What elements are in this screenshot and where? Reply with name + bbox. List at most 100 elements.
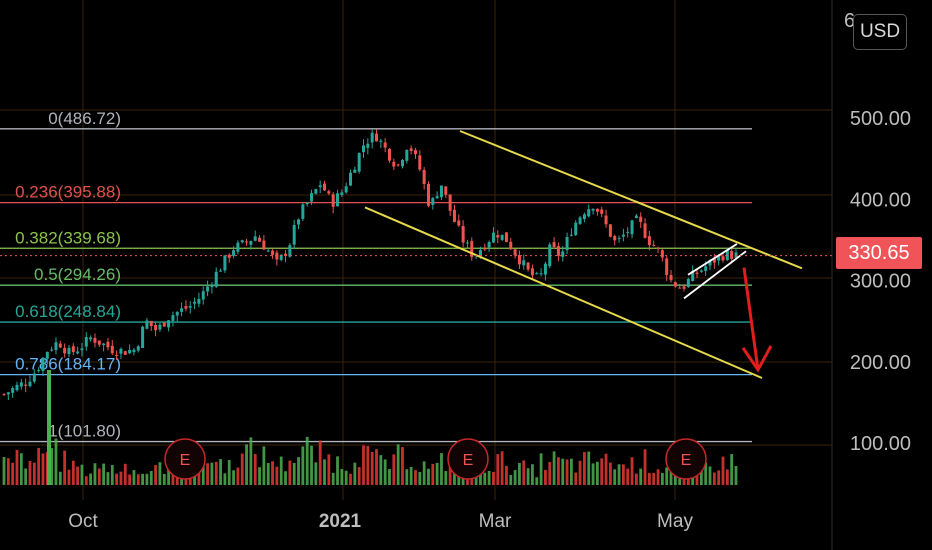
- volume-bar: [396, 444, 400, 485]
- volume-bar: [249, 437, 253, 485]
- volume-bar: [305, 436, 309, 485]
- volume-bar: [379, 455, 383, 485]
- candle: [106, 337, 110, 351]
- price-axis-top-fragment: 6: [844, 10, 856, 32]
- candle-body: [344, 186, 348, 193]
- candle: [271, 249, 275, 259]
- candle: [457, 214, 461, 227]
- volume-bar: [366, 446, 370, 485]
- candle-body: [457, 220, 461, 226]
- candle: [643, 218, 647, 239]
- candle-body: [678, 287, 682, 289]
- volume-bar: [301, 446, 305, 485]
- volume-bar: [106, 472, 110, 485]
- candle: [448, 194, 452, 216]
- candle-body: [509, 241, 513, 250]
- candle: [331, 191, 335, 214]
- candle-body: [717, 255, 721, 261]
- candle-body: [422, 169, 426, 184]
- volume-bar: [206, 463, 209, 485]
- volume-bar: [136, 474, 140, 485]
- volume-bar: [154, 465, 157, 485]
- candle-body: [123, 351, 127, 355]
- volume-bar: [496, 454, 500, 485]
- volume-bar: [331, 472, 335, 485]
- earnings-marker-label: E: [463, 452, 474, 469]
- candle: [167, 320, 171, 332]
- price-tick-4: 100.00: [850, 433, 911, 455]
- volume-bar: [544, 469, 547, 485]
- candle: [110, 340, 114, 356]
- volume-bar: [132, 470, 136, 485]
- volume-bar: [266, 463, 270, 485]
- candle: [613, 234, 617, 246]
- volume-bar: [405, 469, 409, 485]
- volume-bar: [97, 468, 101, 485]
- volume-bar: [487, 470, 491, 485]
- candle: [461, 220, 465, 248]
- candle-body: [400, 159, 404, 167]
- candle-body: [154, 324, 158, 331]
- candle-body: [76, 351, 80, 354]
- candle-body: [54, 342, 58, 351]
- candle: [149, 320, 153, 331]
- volume-bar: [375, 449, 378, 485]
- volume-bar: [145, 473, 149, 485]
- volume-bar: [431, 463, 435, 485]
- candle: [340, 189, 344, 197]
- candle-body: [691, 270, 695, 282]
- fib-label-6: 1(101.80): [48, 422, 121, 441]
- volume-bar: [314, 462, 318, 485]
- volume-bar: [518, 462, 521, 485]
- candle-body: [500, 234, 504, 240]
- currency-button[interactable]: USD: [853, 14, 907, 50]
- candle: [188, 300, 192, 314]
- candle: [76, 346, 80, 355]
- candle-body: [478, 250, 482, 258]
- candle: [362, 139, 366, 158]
- time-tick-2: Mar: [479, 511, 512, 532]
- candle: [93, 333, 97, 348]
- candle: [297, 218, 301, 230]
- volume-spike: [47, 370, 51, 485]
- candle-body: [725, 249, 729, 260]
- candle-body: [149, 320, 153, 327]
- candle: [604, 209, 608, 228]
- volume-bar: [712, 472, 716, 485]
- candle: [435, 191, 439, 199]
- candle-body: [643, 223, 647, 238]
- candle: [154, 322, 158, 337]
- candle: [686, 277, 690, 288]
- candle-body: [379, 140, 383, 142]
- volume-bar: [110, 465, 114, 485]
- volume-bar: [561, 458, 565, 485]
- volume-bar: [448, 456, 452, 485]
- candle: [318, 180, 322, 194]
- candle-body: [41, 357, 45, 371]
- candle: [210, 282, 214, 294]
- volume-bar: [76, 466, 80, 485]
- volume-bar: [210, 462, 214, 485]
- volume-bar: [557, 457, 560, 485]
- candle-body: [470, 241, 474, 257]
- volume-bar: [578, 460, 582, 485]
- triangle-upper-line: [687, 243, 738, 276]
- volume-bar: [409, 466, 413, 485]
- candle-body: [574, 222, 578, 236]
- candle: [262, 235, 266, 250]
- candle-body: [587, 209, 591, 217]
- candle-body: [652, 244, 656, 246]
- last-price-label: 330.65: [836, 237, 922, 269]
- candle: [699, 269, 703, 274]
- candle-body: [608, 224, 612, 237]
- candle: [232, 246, 236, 259]
- volume-bar: [89, 473, 93, 485]
- candle: [656, 246, 660, 254]
- volume-bar: [275, 466, 279, 485]
- candle: [665, 255, 669, 281]
- candle: [24, 378, 28, 393]
- candle: [652, 240, 656, 247]
- candle: [617, 235, 621, 243]
- candle-body: [110, 345, 114, 354]
